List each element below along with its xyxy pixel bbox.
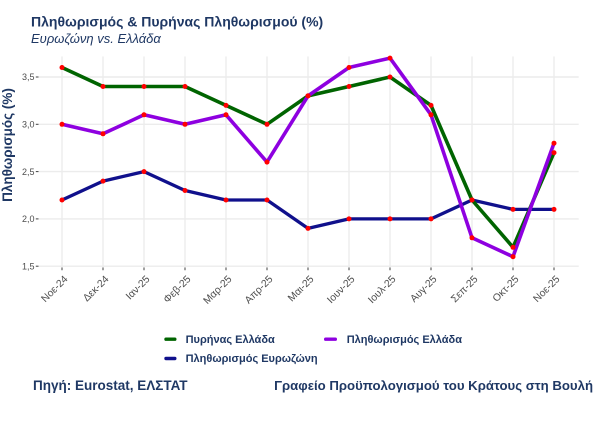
svg-text:Πληθωρισμός Ελλάδα: Πληθωρισμός Ελλάδα bbox=[347, 334, 463, 346]
svg-text:Πληθωρισμός Ευρωζώνη: Πληθωρισμός Ευρωζώνη bbox=[186, 353, 318, 365]
svg-text:3,0: 3,0 bbox=[22, 120, 35, 130]
svg-text:Πληθωρισμός & Πυρήνας Πληθωρισ: Πληθωρισμός & Πυρήνας Πληθωρισμού (%) bbox=[31, 14, 323, 30]
svg-text:Πηγή: Eurostat, ΕΛΣΤΑΤ: Πηγή: Eurostat, ΕΛΣΤΑΤ bbox=[33, 378, 188, 393]
svg-text:Ευρωζώνη vs. Ελλάδα: Ευρωζώνη vs. Ελλάδα bbox=[31, 31, 161, 46]
svg-text:2,5: 2,5 bbox=[22, 167, 35, 177]
svg-text:2,0: 2,0 bbox=[22, 214, 35, 224]
svg-text:1,5: 1,5 bbox=[22, 261, 35, 271]
svg-text:Πυρήνας Ελλάδα: Πυρήνας Ελλάδα bbox=[186, 334, 275, 346]
svg-text:Γραφείο Προϋπολογισμού του Κρά: Γραφείο Προϋπολογισμού του Κράτους στη Β… bbox=[274, 378, 593, 393]
svg-text:3,5: 3,5 bbox=[22, 72, 35, 82]
svg-text:Πληθωρισμός (%): Πληθωρισμός (%) bbox=[0, 88, 15, 202]
